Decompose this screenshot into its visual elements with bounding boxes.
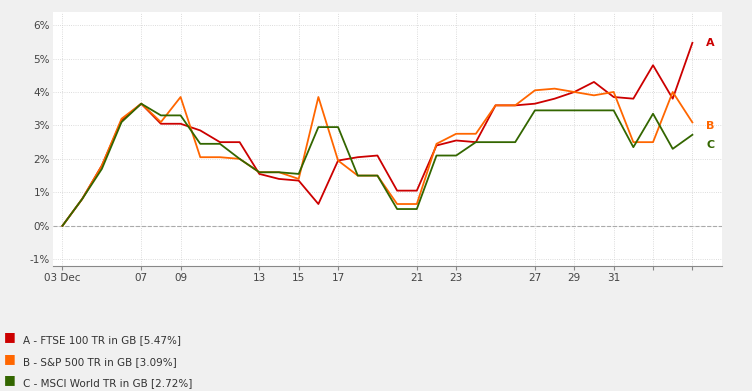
Text: C - MSCI World TR in GB [2.72%]: C - MSCI World TR in GB [2.72%] bbox=[23, 378, 192, 388]
Text: A - FTSE 100 TR in GB [5.47%]: A - FTSE 100 TR in GB [5.47%] bbox=[23, 335, 180, 345]
Text: B: B bbox=[706, 121, 714, 131]
Text: ■: ■ bbox=[4, 352, 16, 365]
Text: A: A bbox=[706, 38, 715, 48]
Text: ■: ■ bbox=[4, 373, 16, 386]
Text: ■: ■ bbox=[4, 330, 16, 343]
Text: C: C bbox=[706, 140, 714, 150]
Text: B - S&P 500 TR in GB [3.09%]: B - S&P 500 TR in GB [3.09%] bbox=[23, 357, 176, 367]
